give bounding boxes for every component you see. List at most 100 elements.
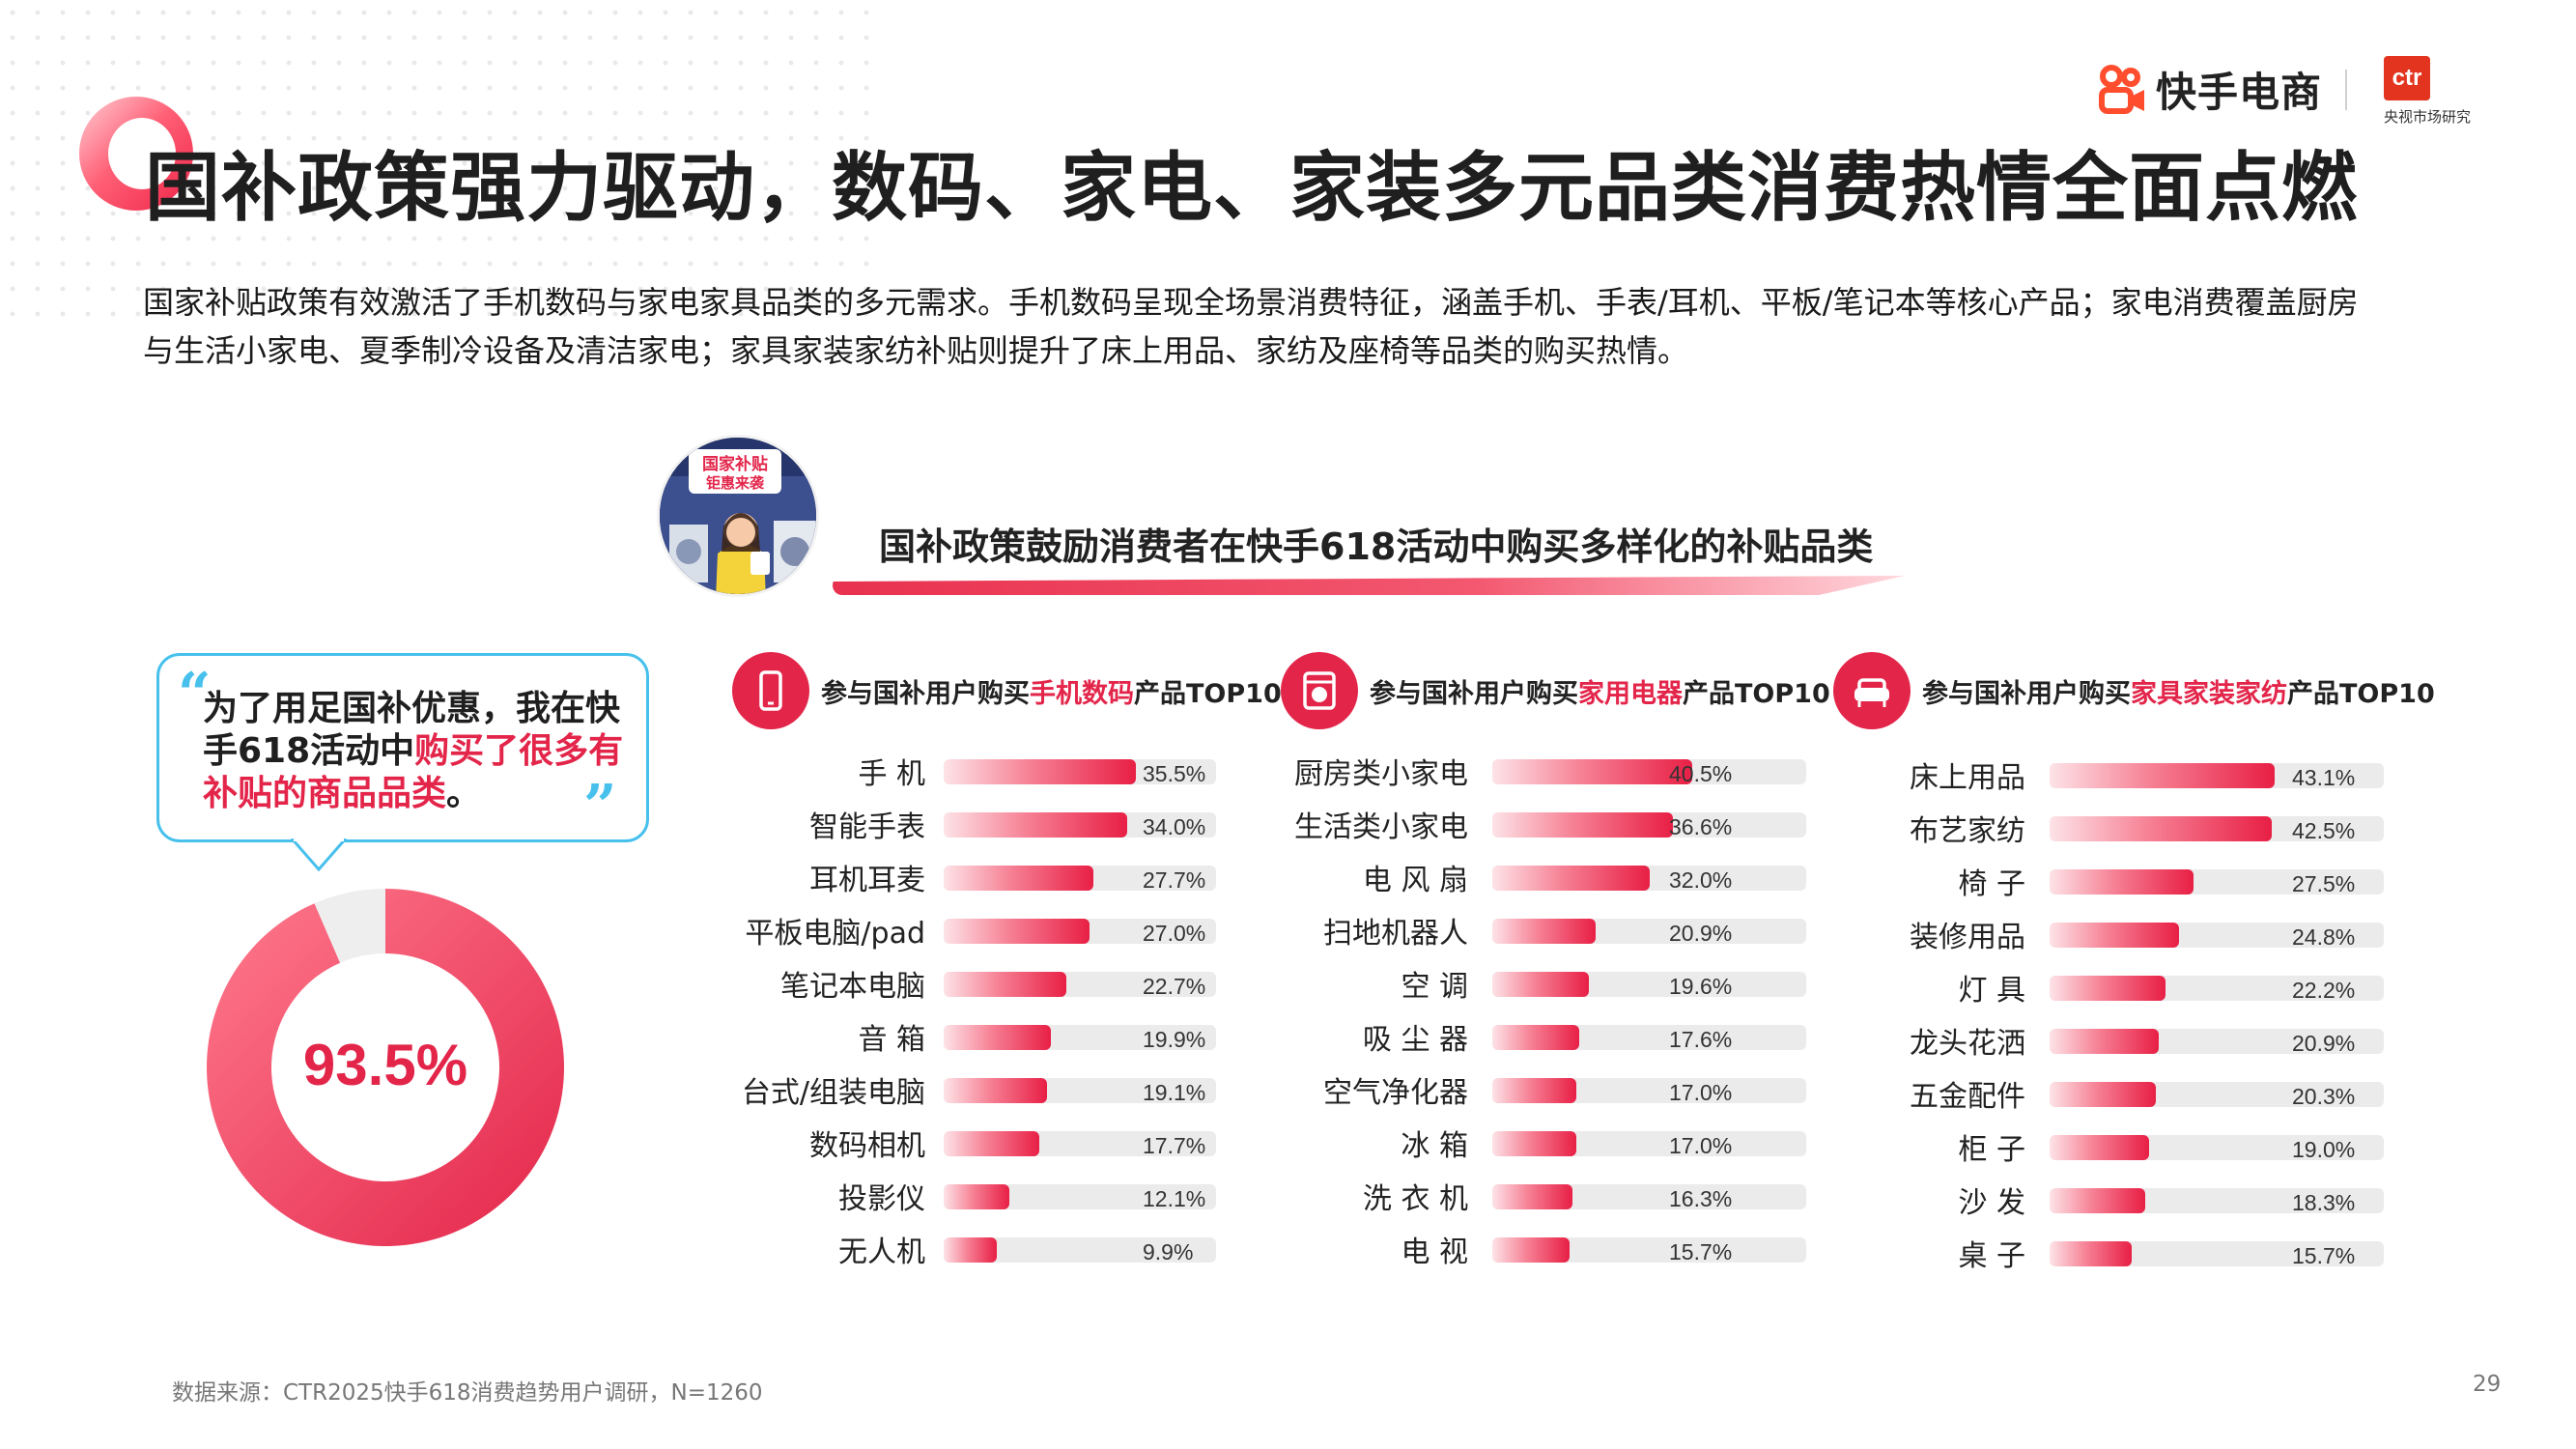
bar-label: 桌 子 [1958, 1239, 2025, 1273]
bar [1492, 919, 1596, 944]
bar-label: 椅 子 [1958, 867, 2025, 901]
bar-label: 布艺家纺 [1910, 814, 2025, 848]
bar-value-label: 19.1% [1143, 1080, 1206, 1105]
bar-label: 数码相机 [809, 1129, 925, 1163]
bar [2050, 1188, 2145, 1213]
intro-paragraph: 国家补贴政策有效激活了手机数码与家电家具品类的多元需求。手机数码呈现全场景消费特… [143, 284, 2359, 369]
bar-value-label: 43.1% [2292, 765, 2356, 790]
donut-slice-subsidy [207, 889, 564, 1246]
bar-value-label: 22.7% [1143, 974, 1206, 999]
quote-text: 为了用足国补优惠，我在快手618活动中购买了很多有补贴的商品品类。 [203, 688, 628, 815]
data-source-note: 数据来源：CTR2025快手618消费趋势用户调研，N=1260 [172, 1380, 763, 1406]
avatar-sign-line1: 国家补贴 [702, 454, 768, 474]
bar [2050, 1135, 2149, 1160]
banner-title: 国补政策鼓励消费者在快手618活动中购买多样化的补贴品类 [879, 526, 1874, 568]
bar-label: 柜 子 [1958, 1133, 2025, 1167]
bar-label: 洗 衣 机 [1362, 1182, 1468, 1216]
bar-value-label: 18.3% [2292, 1190, 2356, 1215]
donut-chart [207, 889, 564, 1246]
logo-separator [2345, 70, 2347, 110]
ctr-logo: ctr 央视市场研究 [2384, 56, 2471, 127]
bar-label: 音 箱 [858, 1023, 925, 1057]
bar [944, 759, 1136, 784]
bar-label: 电 风 扇 [1362, 864, 1468, 897]
bar [2050, 763, 2275, 788]
bar-value-label: 42.5% [2292, 818, 2356, 843]
avatar-sign-line2: 钜惠来袭 [706, 474, 765, 492]
bar-label: 装修用品 [1910, 921, 2025, 954]
bar-value-label: 22.2% [2292, 978, 2356, 1003]
bar-label: 生活类小家电 [1294, 810, 1468, 844]
bar-value-label: 17.6% [1669, 1027, 1733, 1052]
bar [1492, 812, 1673, 838]
bar-label: 空气净化器 [1323, 1076, 1468, 1110]
bar-value-label: 32.0% [1669, 867, 1733, 893]
banner-underline [833, 576, 1905, 595]
bar-value-label: 19.9% [1143, 1027, 1206, 1052]
bar-value-label: 20.9% [2292, 1031, 2356, 1056]
bar-value-label: 17.7% [1143, 1133, 1206, 1158]
kuaishou-logo-text: 快手电商 [2156, 69, 2323, 116]
bar-label: 笔记本电脑 [780, 970, 925, 1004]
bar-label: 智能手表 [809, 810, 925, 844]
bar-label: 沙 发 [1958, 1186, 2025, 1220]
phone-icon [732, 652, 809, 729]
bar-label: 无人机 [838, 1236, 925, 1269]
bar-value-label: 40.5% [1669, 761, 1733, 786]
bar-value-label: 36.6% [1669, 814, 1733, 839]
bar [944, 972, 1066, 997]
bar-label: 灯 具 [1958, 974, 2025, 1008]
bar-value-label: 17.0% [1669, 1133, 1733, 1158]
bar [944, 919, 1090, 944]
bar-label: 吸 尘 器 [1362, 1023, 1468, 1057]
bar [2050, 1029, 2159, 1054]
bar-label: 冰 箱 [1401, 1129, 1468, 1163]
bar-label: 电 视 [1401, 1236, 1468, 1269]
bar [1492, 1131, 1576, 1156]
panel-header-furniture: 参与国补用户购买家具家装家纺产品TOP10 [1833, 652, 2435, 729]
bar-label: 平板电脑/pad [745, 917, 925, 951]
bar-label: 龙头花洒 [1910, 1027, 2025, 1061]
panel-title-digital: 参与国补用户购买手机数码产品TOP10 [821, 678, 1282, 709]
bar [944, 1237, 997, 1263]
quote-bubble-tail [290, 838, 348, 871]
bar [1492, 759, 1692, 784]
bar [1492, 1078, 1576, 1103]
bar-value-label: 17.0% [1669, 1080, 1733, 1105]
bar-value-label: 34.0% [1143, 814, 1206, 839]
bar-value-label: 24.8% [2292, 924, 2356, 950]
bar-label: 厨房类小家电 [1294, 757, 1468, 791]
page-title: 国补政策强力驱动，数码、家电、家装多元品类消费热情全面点燃 [145, 145, 2359, 232]
bar-value-label: 16.3% [1669, 1186, 1733, 1211]
bar-value-label: 27.5% [2292, 871, 2356, 896]
quote-bubble [156, 653, 649, 842]
bar [2050, 923, 2179, 948]
bar-label: 空 调 [1401, 970, 1468, 1004]
bar-label: 床上用品 [1910, 761, 2025, 795]
washing-machine-icon [1281, 652, 1358, 729]
bar-label: 手 机 [858, 757, 925, 791]
quote-text-highlight: 购买了很多有补贴的商品品类 [203, 731, 624, 813]
bar-value-label: 12.1% [1143, 1186, 1206, 1211]
bar-label: 台式/组装电脑 [741, 1076, 925, 1110]
page-number: 29 [2473, 1372, 2502, 1397]
bar-value-label: 20.9% [1669, 921, 1733, 946]
bar-value-label: 35.5% [1143, 761, 1206, 786]
kuaishou-ecommerce-logo: 快手电商 [2094, 60, 2322, 119]
ctr-logo-subtitle: 央视市场研究 [2384, 108, 2472, 126]
bar [1492, 1025, 1579, 1050]
bar [1492, 866, 1650, 891]
bar-label: 投影仪 [838, 1182, 925, 1216]
donut-slice-other [314, 889, 385, 963]
bar [1492, 1237, 1570, 1263]
bar-value-label: 19.0% [2292, 1137, 2356, 1162]
sofa-icon [1833, 652, 1911, 729]
bar [1492, 1184, 1572, 1209]
panel-title-furniture: 参与国补用户购买家具家装家纺产品TOP10 [1922, 678, 2435, 709]
bar [944, 1025, 1051, 1050]
bar-label: 耳机耳麦 [809, 864, 925, 897]
kuaishou-logo-icon [2099, 64, 2144, 114]
bar [944, 866, 1093, 891]
bar-value-label: 15.7% [1669, 1239, 1733, 1264]
bar-value-label: 19.6% [1669, 974, 1733, 999]
